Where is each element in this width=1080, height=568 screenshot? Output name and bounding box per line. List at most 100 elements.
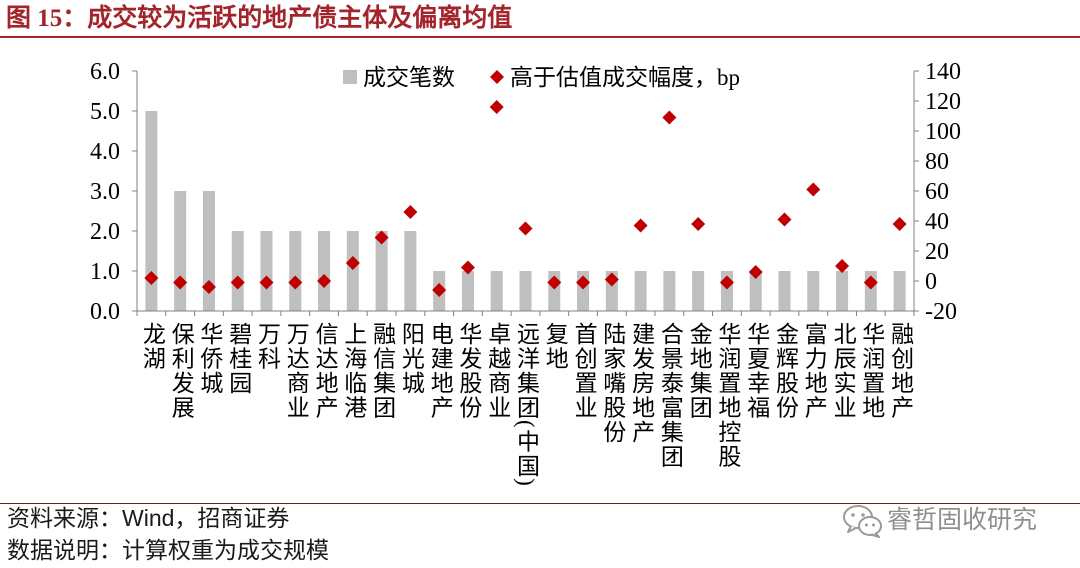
bar xyxy=(749,271,762,311)
right-tick-label: 140 xyxy=(925,59,961,85)
diamond-marker xyxy=(403,205,418,219)
diamond-marker xyxy=(201,280,216,294)
bar xyxy=(692,271,705,311)
bar xyxy=(318,231,331,311)
diamond-marker xyxy=(604,272,619,287)
category-label: 卓越商业 xyxy=(484,322,510,420)
diamond-marker xyxy=(576,275,591,290)
combo-chart: 成交笔数 高于估值成交幅度，bp 0.0 1.0 2.0 3.0 4.0 5.0 6.0 -2… xyxy=(90,59,961,325)
category-label: 融创地产 xyxy=(887,322,913,420)
left-tick-label: 3.0 xyxy=(90,179,120,205)
right-tick-label: 0 xyxy=(925,269,937,295)
diamond-marker xyxy=(748,265,763,279)
right-tick-label: -20 xyxy=(925,299,957,325)
source-note: 资料来源：Wind，招商证券 xyxy=(7,505,290,531)
diamond-marker xyxy=(345,256,360,270)
diamond-marker xyxy=(863,275,878,290)
watermark-text: 睿哲固收研究 xyxy=(887,506,1038,534)
diamond-marker xyxy=(662,110,677,125)
category-label: 万科 xyxy=(254,322,280,371)
category-label: 保利发展 xyxy=(168,322,194,420)
category-label: 信达地产 xyxy=(312,322,338,420)
category-label: 远洋集团(中国) xyxy=(513,322,539,488)
category-label: 上海临港 xyxy=(340,322,366,420)
figure-title: 图 15：成交较为活跃的地产债主体及偏离均值 xyxy=(6,5,513,32)
title-underline xyxy=(0,36,1080,38)
category-label: 复地 xyxy=(542,322,568,371)
category-label: 合景泰富集团 xyxy=(657,322,683,469)
bar xyxy=(461,271,474,311)
right-tick-label: 100 xyxy=(925,119,961,145)
bar xyxy=(519,271,532,311)
diamond-marker xyxy=(892,217,907,231)
bar xyxy=(174,191,187,311)
diamond-marker xyxy=(518,221,533,236)
right-tick-label: 20 xyxy=(925,239,949,265)
diamond-marker xyxy=(288,275,303,290)
diamond-marker xyxy=(317,274,332,288)
category-label: 金辉股份 xyxy=(772,322,798,420)
bar-series xyxy=(145,111,906,311)
legend-marker-label: 高于估值成交幅度，bp xyxy=(510,65,740,90)
bar xyxy=(893,271,906,311)
bar xyxy=(778,271,791,311)
diamond-marker xyxy=(719,275,734,290)
diamond-marker xyxy=(173,275,188,290)
category-label: 陆家嘴股份 xyxy=(599,322,625,445)
wechat-icon xyxy=(843,505,882,538)
bar xyxy=(807,271,820,311)
watermark: 睿哲固收研究 xyxy=(842,503,1062,539)
legend-marker-swatch xyxy=(490,70,504,84)
legend: 成交笔数 高于估值成交幅度，bp xyxy=(343,65,740,90)
diamond-marker xyxy=(230,275,245,290)
category-label: 华侨城 xyxy=(196,322,222,396)
diamond-marker xyxy=(547,275,562,290)
bar xyxy=(145,111,158,311)
left-tick-label: 0.0 xyxy=(90,299,120,325)
left-tick-label: 2.0 xyxy=(90,219,120,245)
diamond-marker xyxy=(806,182,821,197)
diamond-marker xyxy=(835,259,850,273)
bar xyxy=(663,271,676,311)
category-label: 首创置业 xyxy=(571,322,597,420)
bar xyxy=(202,191,215,311)
diamond-marker xyxy=(777,212,792,227)
category-label: 华润置地控股 xyxy=(714,322,740,469)
bar xyxy=(634,271,647,311)
category-label: 华润置地 xyxy=(858,322,884,420)
category-label: 北辰实业 xyxy=(830,322,856,420)
category-label: 融信集团 xyxy=(369,322,395,420)
left-tick-label: 6.0 xyxy=(90,59,120,85)
bar xyxy=(375,231,388,311)
diamond-marker xyxy=(374,230,389,245)
bar xyxy=(260,231,273,311)
marker-series xyxy=(144,100,907,297)
category-label: 建发房地产 xyxy=(628,322,654,445)
right-tick-label: 80 xyxy=(925,149,949,175)
left-tick-label: 4.0 xyxy=(90,139,120,165)
diamond-marker xyxy=(460,260,475,275)
right-tick-label: 120 xyxy=(925,89,961,115)
footer-rule xyxy=(0,503,1080,504)
bar xyxy=(490,271,503,311)
diamond-marker xyxy=(691,217,706,231)
left-tick-label: 1.0 xyxy=(90,259,120,285)
category-label: 万达商业 xyxy=(283,322,309,420)
category-label: 华发股份 xyxy=(455,322,481,420)
diamond-marker xyxy=(259,275,274,290)
diamond-marker xyxy=(633,218,648,233)
category-label: 阳光城 xyxy=(398,322,424,396)
left-tick-label: 5.0 xyxy=(90,99,120,125)
bar xyxy=(346,231,359,311)
legend-bar-swatch xyxy=(343,70,357,84)
diamond-marker xyxy=(144,271,159,285)
diamond-marker xyxy=(489,100,504,114)
right-tick-label: 40 xyxy=(925,209,949,235)
category-label: 电建地产 xyxy=(427,322,453,420)
data-note: 数据说明：计算权重为成交规模 xyxy=(7,537,329,563)
category-label: 碧桂园 xyxy=(225,322,251,396)
category-label: 龙湖 xyxy=(139,322,165,371)
legend-bar-label: 成交笔数 xyxy=(363,65,455,90)
bar xyxy=(231,231,244,311)
